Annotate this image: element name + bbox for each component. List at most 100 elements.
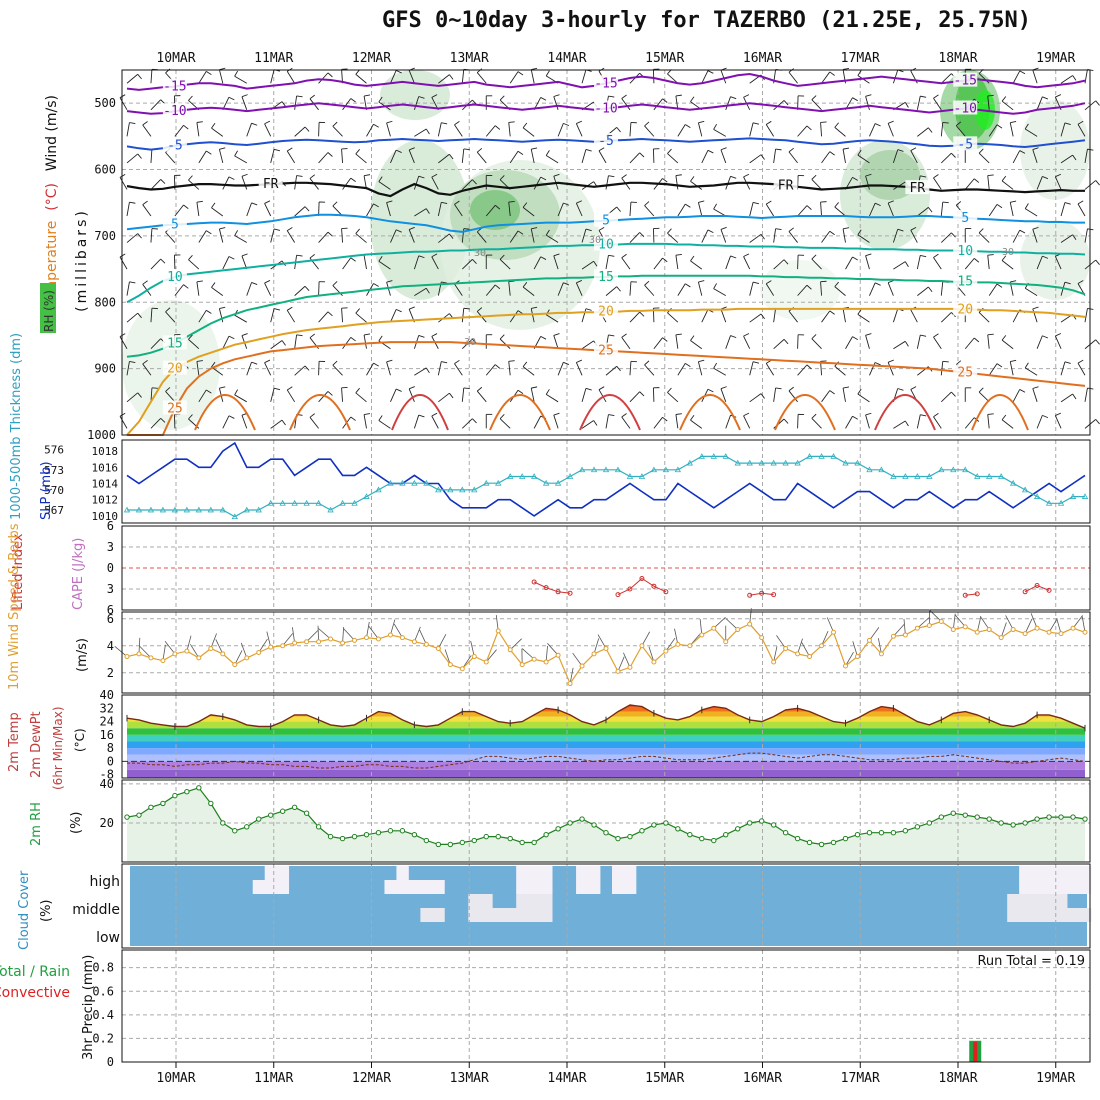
wind-barb: [964, 337, 975, 350]
wind-barb-flag: [264, 120, 271, 125]
wind-barb-flag: [545, 150, 550, 156]
wind-barb: [917, 127, 929, 137]
wind-barb: [294, 285, 306, 296]
rh-point: [567, 820, 573, 826]
wind-barb-flag: [987, 174, 994, 176]
wind-barb: [581, 388, 587, 402]
thickness-marker: [782, 459, 789, 466]
wind-barb-flag: [667, 228, 672, 234]
rh-point: [339, 835, 346, 842]
wind-barb-flag: [119, 173, 126, 178]
wind-barb: [1024, 128, 1038, 137]
wind-barb-flag: [951, 152, 956, 158]
wind-barb: [1012, 70, 1021, 84]
wind-barb: [196, 122, 200, 137]
wind-ylabel: 10m Wind Speed & Barbs: [7, 523, 22, 690]
wind-barb-flag: [1024, 203, 1029, 209]
isotherm-label-bg: [953, 273, 978, 288]
li-point: [639, 576, 645, 581]
wind-barb: [629, 122, 632, 137]
thickness-marker: [363, 493, 370, 499]
wind-barb-flag: [183, 284, 189, 289]
wind-barb: [378, 420, 391, 429]
wind-barb-flag: [621, 413, 627, 418]
wind-barb-flag: [616, 286, 621, 292]
date-label-top: 16MAR: [743, 51, 782, 66]
wind-barb: [581, 149, 587, 164]
wind-barb: [713, 367, 726, 376]
wind-barb: [916, 414, 921, 429]
wind-barb-flag: [897, 228, 904, 232]
cloud-mid-cell: [420, 908, 433, 922]
wind-barb-flag: [834, 122, 839, 128]
wind-barb-flag: [142, 280, 148, 285]
wind-barb: [749, 313, 762, 323]
wind-barb: [690, 260, 703, 270]
li-point: [543, 585, 549, 591]
rh-point: [459, 839, 465, 846]
wind-barb-flag: [760, 234, 765, 240]
wind-barb: [940, 73, 952, 84]
wind-barb: [241, 96, 248, 110]
wind-speed-point: [399, 635, 405, 641]
wind-barb-flag: [454, 121, 460, 126]
wind-barb: [964, 417, 975, 429]
wind-barb: [1032, 308, 1038, 323]
wind-barb-flag: [165, 307, 171, 313]
isotherm-label-bg: [594, 133, 618, 148]
wind-barb: [454, 204, 463, 217]
wind-barb-flag: [788, 227, 794, 232]
rh-point: [531, 839, 537, 846]
isotherm-label-bg: [953, 243, 978, 258]
wind-barb-flag: [933, 413, 939, 418]
wind-barb: [575, 362, 583, 376]
wind-speed-point: [974, 629, 980, 635]
wind-barb: [581, 420, 594, 429]
wind-barb: [675, 255, 679, 270]
wind-barb: [988, 363, 998, 376]
wind-barb-flag: [206, 71, 212, 75]
wind-barb: [485, 125, 496, 137]
isotherm-label-bg: [258, 176, 283, 191]
isotherm-label-bg: [162, 78, 187, 93]
wind-speed-point: [495, 628, 501, 634]
wind-barb-flag: [531, 386, 538, 389]
precip-total-label: Total / Rain: [0, 964, 70, 980]
wind-barb-flag: [1042, 335, 1049, 339]
rh-point: [447, 841, 454, 848]
wind-barb: [294, 95, 298, 110]
date-label-bottom: 10MAR: [156, 1071, 195, 1086]
wind-barb: [697, 122, 703, 137]
thickness-marker: [231, 513, 238, 520]
wind-barb-flag: [598, 386, 605, 391]
wind-barb-flag: [395, 149, 402, 153]
cloud-high-cell: [1031, 866, 1044, 894]
wind-barb-flag: [296, 175, 303, 177]
thickness-marker: [662, 466, 670, 473]
upper-air-frame: [121, 69, 1091, 436]
wind-barb: [933, 257, 942, 270]
wind-barb: [246, 202, 252, 217]
wind-barb: [198, 230, 207, 243]
wind-speed-point: [459, 666, 465, 672]
wind-barb: [270, 149, 275, 164]
cloud-frame: [121, 863, 1091, 949]
wind-barb: [530, 228, 535, 243]
wind-barb: [485, 364, 496, 376]
wind-barb: [820, 122, 822, 137]
slp-tick-label: 1010: [92, 510, 119, 523]
wind-barb-flag: [707, 229, 714, 233]
wind-barb-flag: [576, 120, 583, 124]
isotherm-label: -15: [594, 76, 617, 91]
rh-contour-label: 30: [589, 235, 601, 246]
wind-barb: [581, 308, 587, 323]
temp-unit-label: (°C): [73, 728, 87, 752]
wind-barb: [940, 312, 952, 323]
wind-barb: [188, 259, 200, 270]
wind-barb: [933, 336, 942, 349]
rh-point: [351, 833, 358, 840]
temp-unit: (°C): [73, 728, 87, 752]
wind-barb-flag: [675, 253, 682, 256]
wind-barb: [1032, 229, 1038, 243]
wind-barb-flag: [234, 389, 239, 396]
